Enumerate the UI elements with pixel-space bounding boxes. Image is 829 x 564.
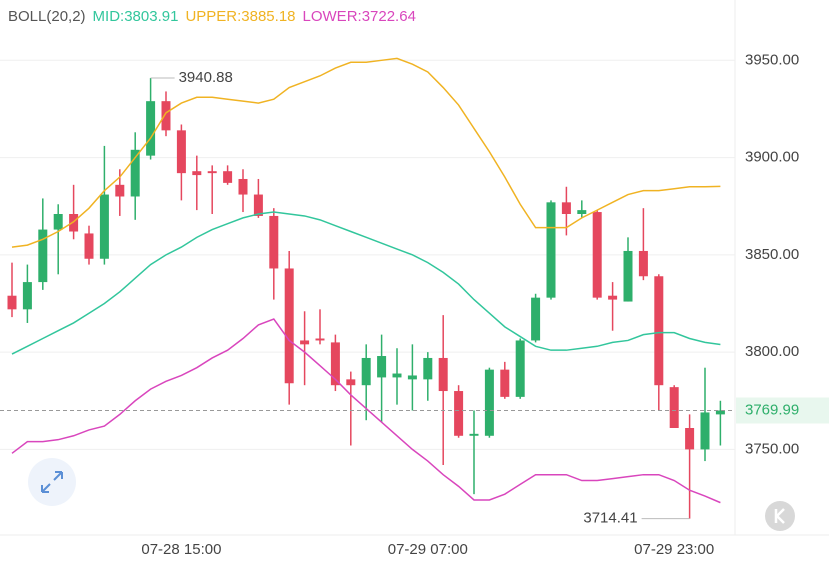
candle-body <box>269 215 279 269</box>
candle-body <box>330 342 340 386</box>
expand-button[interactable] <box>28 458 76 506</box>
y-tick-label: 3750.00 <box>745 440 799 457</box>
k-icon <box>774 508 785 524</box>
candle-body <box>300 340 310 345</box>
candle-body <box>623 250 633 302</box>
candle-body <box>84 233 94 259</box>
candle-body <box>146 101 156 156</box>
candle-body <box>346 379 356 386</box>
candle-body <box>207 171 217 174</box>
band-line <box>11 57 721 248</box>
low-label: 3714.41 <box>583 510 637 527</box>
legend-entry: MID:3803.91 <box>92 8 179 25</box>
candle-body <box>546 202 556 298</box>
indicator-name: BOLL(20,2) <box>8 8 86 25</box>
x-tick-label: 07-29 07:00 <box>388 541 468 558</box>
grid <box>0 59 735 450</box>
candle-body <box>500 369 510 397</box>
candle-body <box>407 375 417 380</box>
candle-body <box>577 210 587 214</box>
candle-body <box>454 391 464 436</box>
candle-body <box>53 214 63 230</box>
candle-body <box>438 357 448 392</box>
candle-body <box>176 130 186 174</box>
y-tick-label: 3800.00 <box>745 343 799 360</box>
candle-body <box>669 387 679 428</box>
candle-body <box>99 194 109 259</box>
candle-body <box>22 282 32 310</box>
candle-body <box>38 229 48 283</box>
y-tick-label: 3850.00 <box>745 246 799 263</box>
legend-entry: LOWER:3722.64 <box>302 8 416 25</box>
k-button[interactable] <box>765 501 795 531</box>
candle-body <box>284 268 294 384</box>
candle-body <box>654 276 664 386</box>
candle-body <box>531 297 541 341</box>
candle-body <box>161 101 171 131</box>
band-line <box>11 318 721 504</box>
candle-body <box>392 373 402 378</box>
last-price-box <box>736 397 829 424</box>
candle-body <box>484 369 494 436</box>
candle-body <box>377 356 387 378</box>
candle-body <box>515 340 525 397</box>
legend-entry: UPPER:3885.18 <box>185 8 296 25</box>
candle-body <box>253 194 263 216</box>
indicator-header: BOLL(20,2) MID:3803.91 UPPER:3885.18 LOW… <box>8 8 416 25</box>
candle-body <box>238 178 248 195</box>
candle-body <box>715 410 725 415</box>
candle-body <box>685 428 695 450</box>
candle-body <box>423 357 433 380</box>
x-tick-label: 07-29 23:00 <box>634 541 714 558</box>
candle-body <box>469 433 479 436</box>
candle-body <box>115 184 125 197</box>
y-tick-label: 3900.00 <box>745 149 799 166</box>
high-label: 3940.88 <box>179 69 233 86</box>
candle-body <box>130 149 140 197</box>
candle-body <box>561 202 571 214</box>
expand-icon <box>41 471 63 493</box>
candle-body <box>638 250 648 277</box>
candle-body <box>361 357 371 386</box>
candle-body <box>700 412 710 450</box>
last-price-label: 3769.99 <box>745 401 799 418</box>
candle-body <box>192 171 202 176</box>
candle-body <box>7 295 17 310</box>
candle-body <box>608 295 618 300</box>
candle-body <box>223 171 233 183</box>
k-bg <box>765 501 795 531</box>
band-line <box>11 211 721 355</box>
expand-bg <box>28 458 76 506</box>
x-tick-label: 07-28 15:00 <box>141 541 221 558</box>
y-tick-label: 3950.00 <box>745 51 799 68</box>
candle-body <box>315 338 325 341</box>
candle-body <box>69 214 79 232</box>
candle-body <box>592 212 602 298</box>
